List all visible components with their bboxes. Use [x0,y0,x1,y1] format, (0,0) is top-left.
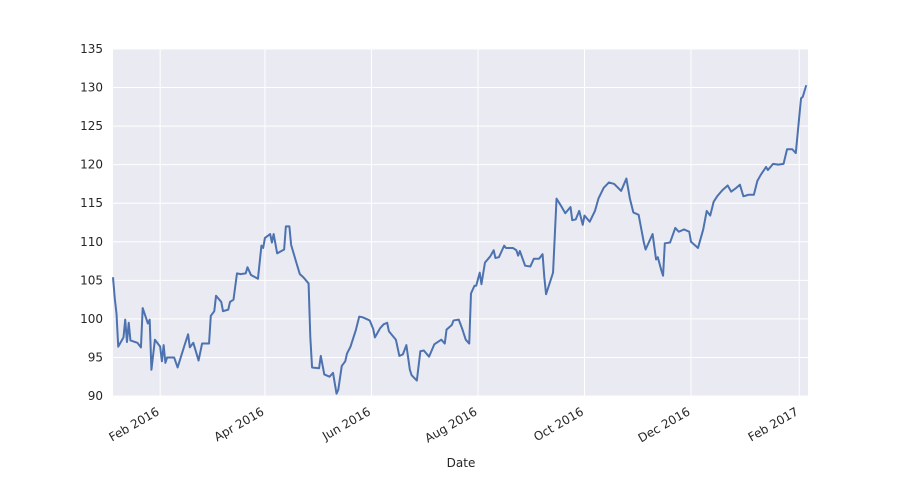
y-tick-label: 110 [80,235,103,249]
x-tick-label: Jun 2016 [319,404,373,443]
data-line [112,84,808,395]
y-tick-label: 135 [80,42,103,56]
y-tick-label: 90 [88,389,103,403]
y-tick-label: 120 [80,158,103,172]
y-tick-label: 105 [80,273,103,287]
y-tick-label: 125 [80,119,103,133]
x-tick-label: Feb 2017 [746,404,801,444]
x-tick-label: Oct 2016 [531,404,586,444]
x-tick-label: Aug 2016 [422,404,479,445]
x-tick-label: Feb 2016 [106,404,161,444]
y-tick-label: 95 [88,350,103,364]
x-axis-label: Date [447,456,476,470]
x-tick-label: Apr 2016 [212,404,267,444]
y-tick-label: 130 [80,81,103,95]
plot-area [113,49,808,396]
x-tick-label: Dec 2016 [636,404,693,445]
y-tick-label: 100 [80,312,103,326]
y-tick-label: 115 [80,196,103,210]
